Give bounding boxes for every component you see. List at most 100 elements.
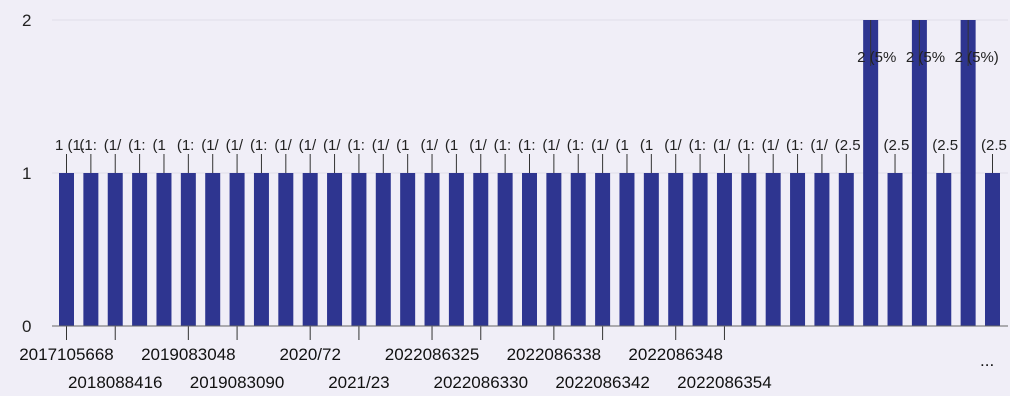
data-label: (2.5: [981, 137, 1007, 154]
bar: [838, 173, 854, 326]
data-label: (1:: [567, 137, 585, 154]
data-label: (1:: [737, 137, 755, 154]
bars: [59, 20, 1000, 326]
x-axis-labels: 2017105668 2018088416 2019083048 2019083090…: [19, 326, 772, 392]
data-label: (1:: [250, 137, 268, 154]
bar: [229, 173, 245, 326]
data-label: (1/: [591, 137, 609, 154]
x-tick-label: 2022086325: [385, 345, 480, 364]
bar: [205, 173, 221, 326]
x-tick-label: 2022086330: [433, 373, 528, 392]
bar: [814, 173, 830, 326]
bar: [716, 173, 732, 326]
x-tick-label: 2022086354: [677, 373, 772, 392]
bar: [302, 173, 318, 326]
bar: [522, 173, 537, 326]
x-tick-label: 2020/72: [279, 345, 340, 364]
data-label: 2 (5%: [857, 49, 896, 66]
bar: [180, 173, 196, 326]
data-label: (1: [640, 137, 653, 154]
data-label: (1/: [104, 137, 122, 154]
bar: [619, 173, 635, 326]
data-label: (1/: [201, 137, 219, 154]
bar: [400, 173, 416, 326]
data-label: 2 (5%: [906, 49, 945, 66]
bar: [351, 173, 367, 326]
bar: [278, 173, 294, 326]
bar: [570, 173, 586, 326]
bar: [424, 173, 440, 326]
bar: [936, 173, 952, 326]
data-label: (1/: [323, 137, 341, 154]
bar: [863, 20, 879, 326]
data-label: (1/: [372, 137, 390, 154]
bar: [692, 173, 708, 326]
data-label: (1:: [518, 137, 536, 154]
data-label: (1:: [689, 137, 707, 154]
data-label: (1/: [469, 137, 487, 154]
bar: [960, 20, 976, 326]
bar: [497, 173, 513, 326]
x-tick-label: 2022086342: [555, 373, 650, 392]
data-label: 1 (1.: [55, 137, 85, 154]
x-tick-label: 2021/23: [328, 373, 389, 392]
data-label: (1: [615, 137, 628, 154]
bar: [132, 173, 148, 326]
bar: [327, 173, 343, 326]
bar: [887, 173, 903, 326]
bar: [668, 173, 684, 326]
x-tick-label: 2022086338: [507, 345, 602, 364]
data-label: (1:: [347, 137, 365, 154]
data-label: (1:: [79, 137, 97, 154]
bar: [765, 173, 781, 326]
data-label: (1/: [299, 137, 317, 154]
bar: [741, 173, 757, 326]
bar: [59, 173, 74, 326]
data-label: (1/: [421, 137, 439, 154]
data-label: (1/: [713, 137, 731, 154]
data-label: (1/: [664, 137, 682, 154]
bar: [448, 173, 464, 326]
bar: [83, 173, 99, 326]
data-label: (1/: [226, 137, 244, 154]
bar: [375, 173, 391, 326]
x-tick-label: 2022086348: [628, 345, 723, 364]
y-tick-label: 1: [22, 164, 31, 183]
data-label: (2.5: [932, 137, 958, 154]
data-label: (1:: [494, 137, 512, 154]
x-tick-label: 2018088416: [68, 373, 163, 392]
bar: [985, 173, 1000, 326]
data-label: (1/: [762, 137, 780, 154]
label-leader-lines: [66, 20, 993, 173]
bar: [253, 173, 269, 326]
data-label: (1:: [128, 137, 146, 154]
data-label: 2 (5%): [955, 49, 999, 66]
data-label: (2.5: [835, 137, 861, 154]
x-tick-label: 2019083090: [190, 373, 285, 392]
bar: [546, 173, 562, 326]
bar: [790, 173, 806, 326]
bar: [643, 173, 659, 326]
bar: [107, 173, 123, 326]
x-tick-label: 2019083048: [141, 345, 236, 364]
data-label: (1:: [177, 137, 195, 154]
data-label: (2.5: [884, 137, 910, 154]
bar: [595, 173, 611, 326]
data-label: (1: [396, 137, 409, 154]
bar: [156, 173, 172, 326]
bar: [911, 20, 927, 326]
data-label: (1/: [542, 137, 560, 154]
data-labels: 1 (1.(1: (1/(1: (1 (1: (1/(1/(1: (1/(1/(1/(1:…: [55, 49, 1007, 154]
data-label: (1: [152, 137, 165, 154]
data-label: (1/: [274, 137, 292, 154]
y-tick-label: 0: [22, 317, 31, 336]
data-label: (1: [445, 137, 458, 154]
data-label: (1:: [786, 137, 804, 154]
x-axis-ellipsis: ...: [980, 351, 994, 370]
y-axis: 0 1 2: [22, 11, 31, 336]
x-tick-label: 2017105668: [19, 345, 114, 364]
data-label: (1/: [810, 137, 828, 154]
bar: [473, 173, 489, 326]
y-tick-label: 2: [22, 11, 31, 30]
